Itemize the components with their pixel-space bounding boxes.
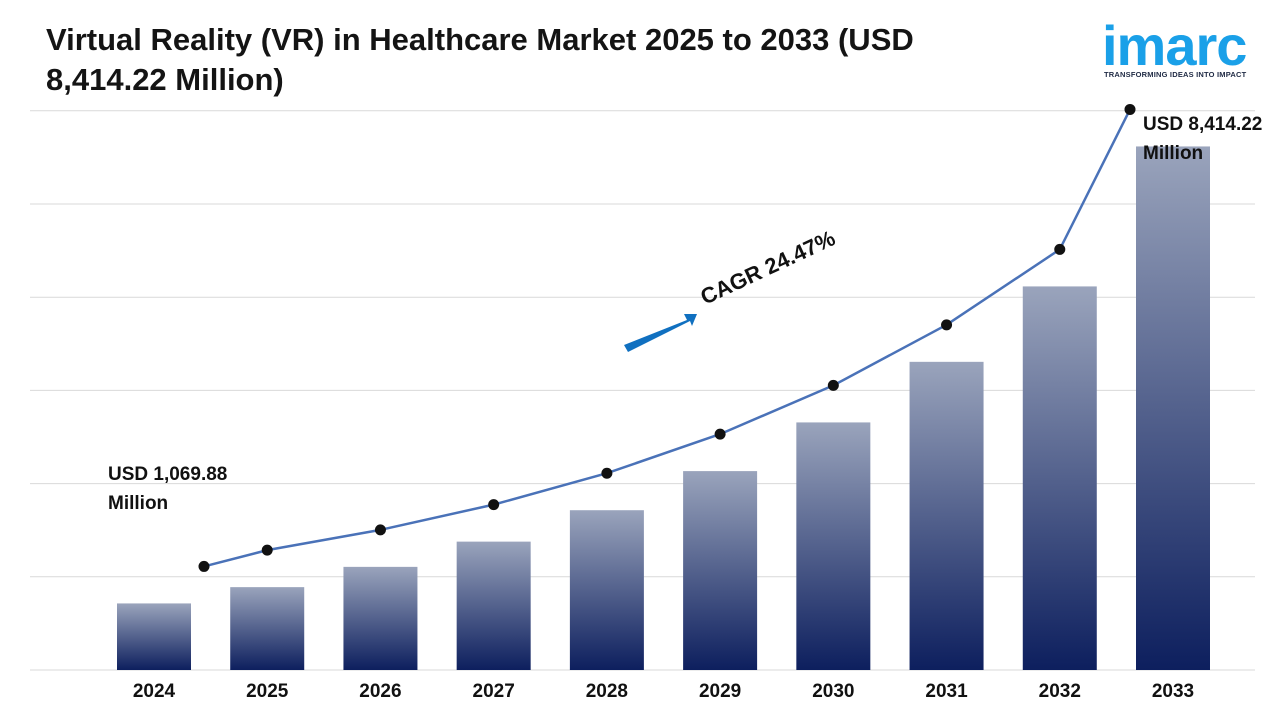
- trend-point-2033: [1124, 103, 1136, 115]
- bar-2030: [796, 422, 871, 670]
- cagr-arrow-shape: [624, 314, 697, 352]
- x-tick-label: 2033: [1152, 681, 1194, 702]
- trend-point-2032: [1054, 243, 1066, 255]
- trend-point-2030: [827, 379, 839, 391]
- trend-point-2031: [941, 319, 953, 331]
- bar-2025: [230, 587, 305, 670]
- x-tick-label: 2024: [133, 681, 176, 702]
- trend-point-2025: [261, 544, 273, 556]
- x-tick-label: 2032: [1039, 681, 1081, 702]
- end-value-label-line1: USD 8,414.22: [1143, 114, 1262, 135]
- bar-2028: [569, 510, 644, 670]
- bar-2033: [1136, 146, 1210, 670]
- bar-2031: [909, 361, 984, 670]
- trend-point-2024: [198, 560, 210, 572]
- bar-2029: [683, 471, 758, 670]
- logo-tagline: TRANSFORMING IDEAS INTO IMPACT: [1104, 70, 1247, 79]
- x-tick-label: 2027: [473, 681, 515, 702]
- start-value-label-line1: USD 1,069.88: [108, 464, 227, 485]
- trend-point-2027: [488, 499, 500, 511]
- x-axis-ticks: 2024 2025 2026 2027 2028 2029 2030 2031 2032 2033: [133, 681, 1194, 702]
- chart-title: Virtual Reality (VR) in Healthcare Marke…: [46, 22, 914, 97]
- x-tick-label: 2030: [812, 681, 854, 702]
- end-value-label-line2: Million: [1143, 143, 1203, 164]
- cagr-arrow: [624, 314, 697, 352]
- bar-2026: [343, 566, 418, 670]
- trend-point-2028: [601, 467, 613, 479]
- x-tick-label: 2026: [359, 681, 401, 702]
- trend-point-2026: [374, 524, 386, 536]
- bar-2027: [456, 541, 531, 670]
- trend-point-2029: [714, 428, 726, 440]
- x-tick-label: 2028: [586, 681, 628, 702]
- start-value-label-line2: Million: [108, 493, 168, 514]
- x-tick-label: 2031: [925, 681, 968, 702]
- trend-line: [198, 103, 1136, 572]
- imarc-logo: imarc TRANSFORMING IDEAS INTO IMPACT: [1100, 14, 1260, 84]
- logo-wordmark: imarc: [1102, 14, 1247, 77]
- x-tick-label: 2025: [246, 681, 289, 702]
- bar-2024: [117, 603, 191, 670]
- bar-2032: [1022, 286, 1097, 670]
- trend-polyline: [203, 108, 1132, 568]
- x-tick-label: 2029: [699, 681, 741, 702]
- bars: [117, 146, 1210, 670]
